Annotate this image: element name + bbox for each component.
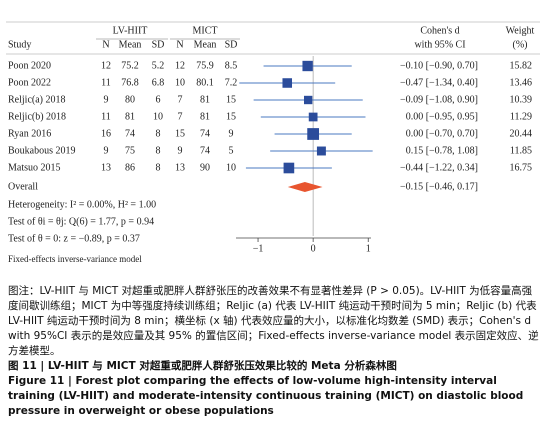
cell: 10 xyxy=(153,111,163,122)
study-marker xyxy=(307,128,320,140)
column-header: SD xyxy=(152,39,165,50)
cell: 6 xyxy=(156,94,161,105)
study-marker xyxy=(283,162,295,174)
overall-diamond xyxy=(287,182,323,192)
column-header: Mean xyxy=(194,39,217,50)
caption-note: 图注：LV-HIIT 与 MICT 对超重或肥胖人群舒张压的改善效果不有显著性差… xyxy=(8,285,539,357)
ci-label: −0.47 [−1.34, 0.40] xyxy=(400,77,478,88)
cell: 15 xyxy=(226,111,236,122)
cell: 74 xyxy=(125,128,135,139)
cell: 74 xyxy=(200,145,210,156)
cell: 81 xyxy=(200,111,210,122)
study-marker xyxy=(316,146,326,156)
group-label: LV-HIIT xyxy=(113,25,148,36)
ci-header: with 95% CI xyxy=(414,39,465,50)
cell: 75.9 xyxy=(196,60,214,71)
group-label: MICT xyxy=(193,25,218,36)
ci-label: 0.15 [−0.78, 1.08] xyxy=(406,145,478,156)
cell: 81 xyxy=(200,94,210,105)
study-name: Matsuo 2015 xyxy=(8,162,61,173)
ci-label: −0.15 [−0.46, 0.17] xyxy=(400,181,478,192)
x-tick-label: 0 xyxy=(311,243,316,254)
cell: 74 xyxy=(200,128,210,139)
cell: 80.1 xyxy=(196,77,214,88)
overall-name: Overall xyxy=(8,181,38,192)
study-marker xyxy=(282,78,293,88)
weight-label: 10.39 xyxy=(510,94,533,105)
x-tick-label: −1 xyxy=(253,243,264,254)
caption-title-cn: 图 11 | LV-HIIT 与 MICT 对超重或肥胖人群舒张压效果比较的 M… xyxy=(8,360,397,372)
study-name: Poon 2020 xyxy=(8,60,51,71)
cell: 5 xyxy=(229,145,234,156)
stat-line: Heterogeneity: I² = 0.00%, H² = 1.00 xyxy=(8,199,156,210)
cell: 10 xyxy=(175,77,185,88)
ci-label: 0.00 [−0.95, 0.95] xyxy=(406,111,478,122)
cell: 11 xyxy=(101,111,111,122)
cell: 75 xyxy=(125,145,135,156)
cell: 9 xyxy=(229,128,234,139)
cell: 90 xyxy=(200,162,210,173)
cell: 9 xyxy=(104,145,109,156)
study-name: Poon 2022 xyxy=(8,77,51,88)
cell: 10 xyxy=(226,162,236,173)
cell: 12 xyxy=(101,60,111,71)
ci-label: −0.09 [−1.08, 0.90] xyxy=(400,94,478,105)
weight-label: 16.75 xyxy=(510,162,533,173)
cell: 13 xyxy=(101,162,111,173)
weight-label: 20.44 xyxy=(510,128,533,139)
cell: 80 xyxy=(125,94,135,105)
stat-line: Test of θ = 0: z = −0.89, p = 0.37 xyxy=(8,233,140,244)
study-marker xyxy=(303,95,313,105)
column-header: N xyxy=(102,39,109,50)
cell: 5.2 xyxy=(152,60,165,71)
cell: 86 xyxy=(125,162,135,173)
column-header: Mean xyxy=(119,39,142,50)
study-name: Boukabous 2019 xyxy=(8,145,76,156)
forest-plot: LV-HIIT MICT Cohen's d with 95% CI Weigh… xyxy=(6,21,540,264)
caption: 图注：LV-HIIT 与 MICT 对超重或肥胖人群舒张压的改善效果不有显著性差… xyxy=(8,284,540,419)
column-header: N xyxy=(176,39,183,50)
cell: 16 xyxy=(101,128,111,139)
cell: 75.2 xyxy=(121,60,139,71)
weight-header: (%) xyxy=(513,39,528,50)
study-name: Reljic(a) 2018 xyxy=(8,94,65,105)
weight-label: 11.29 xyxy=(510,111,532,122)
cell: 7.2 xyxy=(225,77,238,88)
study-marker xyxy=(302,60,313,72)
ci-label: −0.44 [−1.22, 0.34] xyxy=(400,162,478,173)
column-header: Study xyxy=(8,39,31,50)
cell: 12 xyxy=(175,60,185,71)
weight-header: Weight xyxy=(506,25,535,36)
cell: 8 xyxy=(156,145,161,156)
cell: 8 xyxy=(156,162,161,173)
study-name: Ryan 2016 xyxy=(8,128,51,139)
study-name: Reljic(b) 2018 xyxy=(8,111,66,122)
cell: 7 xyxy=(178,111,183,122)
cell: 6.8 xyxy=(152,77,165,88)
caption-title-en: Figure 11 | Forest plot comparing the ef… xyxy=(8,375,524,417)
cell: 7 xyxy=(178,94,183,105)
ci-label: −0.10 [−0.90, 0.70] xyxy=(400,60,478,71)
cell: 9 xyxy=(104,94,109,105)
cell: 76.8 xyxy=(121,77,139,88)
stat-line: Test of θi = θj: Q(6) = 1.77, p = 0.94 xyxy=(8,216,154,227)
weight-label: 11.85 xyxy=(510,145,532,156)
column-header: SD xyxy=(225,39,238,50)
model-note: Fixed-effects inverse-variance model xyxy=(8,254,142,264)
cell: 15 xyxy=(175,128,185,139)
ci-label: 0.00 [−0.70, 0.70] xyxy=(406,128,478,139)
study-marker xyxy=(308,112,318,122)
weight-label: 13.46 xyxy=(510,77,533,88)
cell: 13 xyxy=(175,162,185,173)
cell: 81 xyxy=(125,111,135,122)
cell: 11 xyxy=(101,77,111,88)
weight-label: 15.82 xyxy=(510,60,533,71)
ci-header: Cohen's d xyxy=(420,25,459,36)
cell: 8.5 xyxy=(225,60,238,71)
cell: 15 xyxy=(226,94,236,105)
cell: 8 xyxy=(156,128,161,139)
cell: 9 xyxy=(178,145,183,156)
x-tick-label: 1 xyxy=(366,243,371,254)
